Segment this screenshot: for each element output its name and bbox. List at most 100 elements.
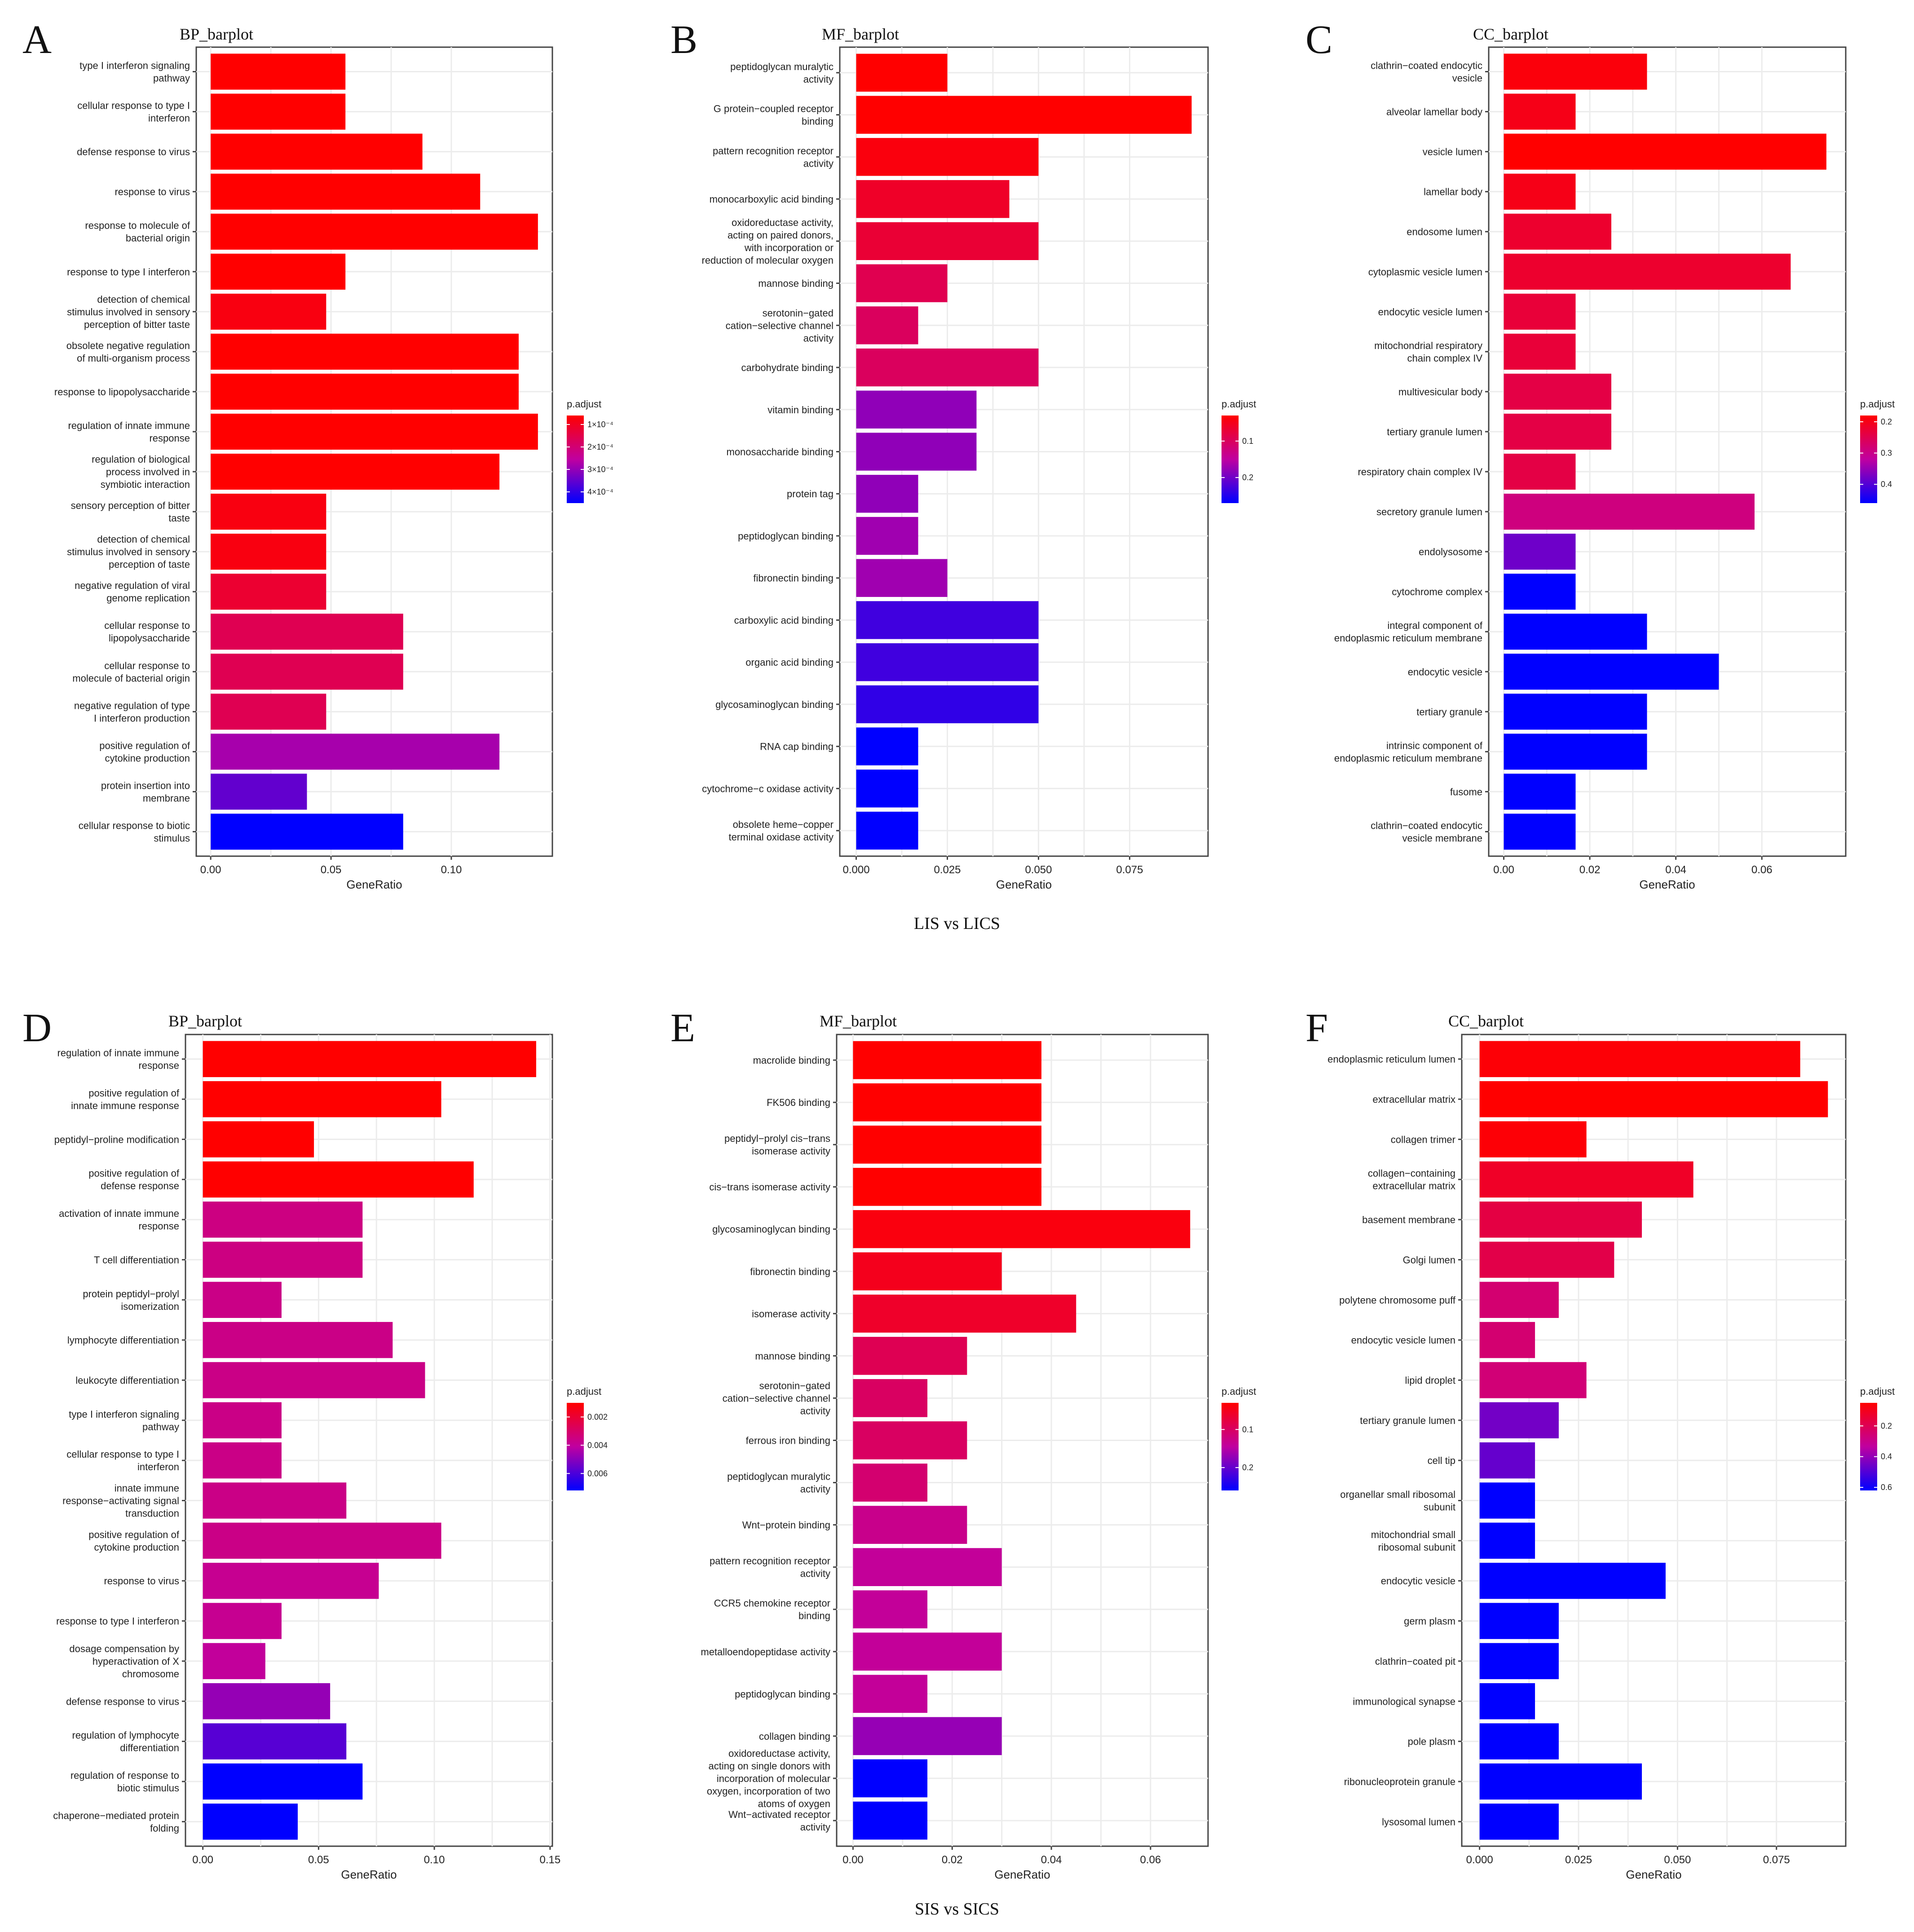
panel-title: BP_barplot <box>180 25 253 43</box>
y-tick-label: positive regulation of cytokine productio… <box>88 1529 180 1553</box>
y-tick-label: collagen trimer <box>1391 1134 1455 1145</box>
y-tick-label-line: response <box>138 1220 179 1232</box>
y-tick-label: fusome <box>1450 786 1482 797</box>
bar <box>853 1463 928 1502</box>
bar <box>1504 293 1576 330</box>
bar <box>1504 494 1755 530</box>
bar <box>203 1402 282 1439</box>
y-tick-label: lipid droplet <box>1405 1375 1455 1386</box>
y-tick-label-line: response to type I interferon <box>56 1616 179 1627</box>
bar <box>1479 1322 1535 1358</box>
y-tick-label-line: obsolete heme−copper <box>733 819 834 830</box>
y-tick-label-line: incorporation of molecular <box>717 1773 830 1784</box>
y-tick-label-line: type I interferon signaling <box>79 60 190 71</box>
y-tick-label: Wnt−activated receptor activity <box>728 1809 830 1833</box>
y-tick-label-line: respiratory chain complex IV <box>1358 466 1482 477</box>
y-tick-label-line: glycosaminoglycan binding <box>715 699 834 710</box>
y-tick-label-line: basement membrane <box>1362 1214 1455 1225</box>
bar <box>1504 53 1647 90</box>
colorbar-tick-label: 0.004 <box>587 1441 608 1450</box>
y-tick-label-line: protein tag <box>787 488 834 500</box>
y-tick-label-line: cellular response to type I <box>77 100 190 111</box>
x-tick-label: 0.00 <box>192 1854 213 1866</box>
y-tick-label-line: peptidyl−proline modification <box>54 1134 179 1145</box>
y-tick-label: innate immune response−activating signal t… <box>62 1483 179 1519</box>
legend-title: p.adjust <box>567 1386 601 1397</box>
bar <box>856 643 1039 681</box>
y-tick-label-line: folding <box>150 1822 179 1834</box>
y-tick-label-line: cellular response to <box>104 620 190 631</box>
y-tick-label-line: pathway <box>142 1421 179 1432</box>
y-tick-label-line: G protein−coupled receptor <box>714 103 834 115</box>
colorbar-legend: p.adjust 0.1 0.2 <box>1222 398 1256 503</box>
y-tick-label-line: T cell differentiation <box>94 1254 179 1265</box>
bar <box>1504 413 1611 450</box>
bar <box>203 1482 347 1519</box>
colorbar <box>1222 1403 1239 1490</box>
y-tick-label-line: defense response <box>101 1180 179 1192</box>
y-tick-label: peptidoglycan binding <box>738 531 834 542</box>
y-tick-label-line: peptidoglycan muralytic <box>727 1471 830 1482</box>
y-tick-label: negative regulation of type I interferon … <box>74 700 190 724</box>
y-tick-label-line: perception of taste <box>109 559 190 570</box>
x-tick-label: 0.10 <box>424 1854 445 1866</box>
bar <box>1504 213 1611 250</box>
bar <box>1479 1723 1559 1760</box>
y-tick-label: macrolide binding <box>753 1055 830 1066</box>
bar <box>211 654 403 690</box>
y-tick-label-line: activation of innate immune <box>59 1208 179 1219</box>
bar <box>1479 1763 1642 1800</box>
y-tick-label-line: extracellular matrix <box>1372 1180 1455 1192</box>
y-tick-label: glycosaminoglycan binding <box>715 699 834 710</box>
y-tick-label-line: leukocyte differentiation <box>75 1375 179 1386</box>
bar <box>853 1379 928 1417</box>
panel-title: MF_barplot <box>822 25 899 43</box>
bar <box>1479 1603 1559 1639</box>
bar <box>211 333 519 370</box>
y-tick-label: integral component of endoplasmic reticul… <box>1334 620 1483 644</box>
y-tick-label: endocytic vesicle lumen <box>1351 1335 1455 1346</box>
y-tick-label-line: response to virus <box>115 186 190 198</box>
bar <box>203 1282 282 1318</box>
x-tick-label: 0.050 <box>1025 864 1052 876</box>
y-tick-label: regulation of lymphocyte differentiation <box>72 1730 179 1754</box>
y-tick-label-line: interferon <box>137 1461 179 1472</box>
y-tick-label-line: response to type I interferon <box>67 266 190 278</box>
bar <box>1479 1121 1587 1158</box>
bar <box>1504 734 1647 770</box>
y-tick-label: sensory perception of bitter taste <box>71 500 190 524</box>
y-tick-label: G protein−coupled receptor binding <box>714 103 834 127</box>
bar <box>211 373 519 410</box>
y-tick-label-line: defense response to virus <box>77 146 190 158</box>
y-tick-label: positive regulation of defense response <box>88 1168 180 1192</box>
y-tick-label-line: Golgi lumen <box>1403 1254 1455 1265</box>
y-tick-label-line: pathway <box>153 73 190 84</box>
y-tick-label-line: interferon <box>148 113 190 124</box>
y-tick-label: isomerase activity <box>752 1308 830 1319</box>
colorbar-tick-label: 0.6 <box>1881 1483 1892 1492</box>
y-tick-label-line: subunit <box>1424 1502 1455 1513</box>
legend-title: p.adjust <box>1860 1386 1895 1397</box>
caption-top: LIS vs LICS <box>914 914 1000 933</box>
panel-title: CC_barplot <box>1448 1012 1524 1030</box>
y-tick-label-line: activity <box>800 1821 830 1833</box>
y-tick-label-line: monocarboxylic acid binding <box>710 194 834 205</box>
bar <box>1504 654 1719 690</box>
y-tick-label: dosage compensation by hyperactivation of… <box>69 1643 179 1680</box>
bar <box>203 1763 363 1800</box>
bar <box>853 1337 967 1375</box>
y-tick-label-line: stimulus involved in sensory <box>67 546 190 557</box>
y-tick-label-line: Wnt−protein binding <box>742 1520 830 1531</box>
y-tick-label-line: genome replication <box>106 592 190 604</box>
y-tick-label-line: lipopolysaccharide <box>109 632 190 644</box>
y-tick-label: organellar small ribosomal subunit <box>1340 1489 1455 1513</box>
bar <box>211 253 346 290</box>
y-tick-label: monocarboxylic acid binding <box>710 194 834 205</box>
y-tick-label-line: innate immune <box>115 1483 179 1494</box>
panel-f: endoplasmic reticulum lumen extracellular… <box>1305 1006 1895 1881</box>
y-tick-label-line: organellar small ribosomal <box>1340 1489 1455 1500</box>
panel-title: BP_barplot <box>168 1012 242 1030</box>
y-tick-label: defense response to virus <box>77 146 190 158</box>
y-tick-label-line: perception of bitter taste <box>84 319 190 330</box>
